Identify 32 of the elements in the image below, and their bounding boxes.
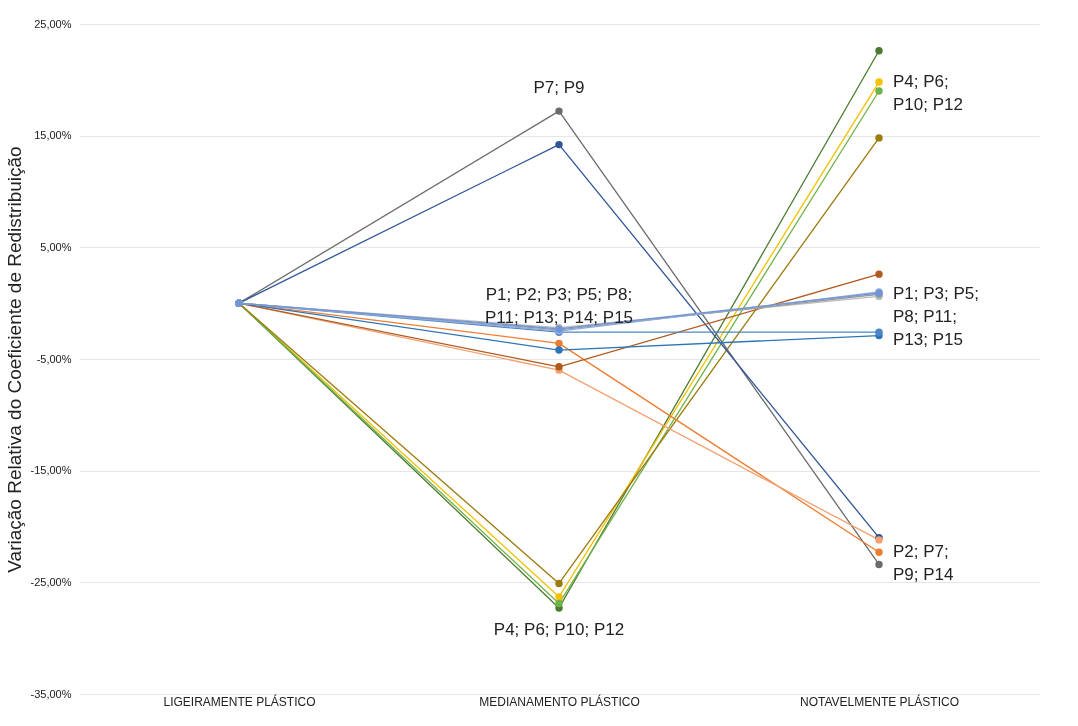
point — [875, 134, 883, 142]
annotation: P7; P9 — [533, 78, 585, 98]
point — [555, 346, 563, 354]
point — [555, 339, 563, 348]
point — [555, 599, 563, 608]
annotation: P4; P6; P10; P12 — [893, 72, 963, 115]
y-tick-label: 5,00% — [40, 240, 72, 253]
point — [875, 270, 883, 278]
y-axis-title: Variação Relativa do Coeficiente de Redistribuição — [3, 146, 25, 573]
annotation: P1; P2; P3; P5; P8; P11; P13; P14; P15 — [484, 284, 634, 327]
annotation: P4; P6; P10; P12 — [493, 620, 625, 640]
y-tick-label: -25,00% — [30, 575, 72, 588]
x-tick-label: MEDIANAMENTO PLÁSTICO — [479, 693, 640, 709]
y-tick-label: -35,00% — [30, 687, 72, 700]
point — [875, 78, 883, 86]
y-tick-label: 15,00% — [34, 129, 72, 142]
point — [555, 579, 563, 588]
annotation: P2; P7; P9; P14 — [893, 542, 954, 585]
point — [555, 593, 563, 601]
y-tick-label: 25,00% — [34, 17, 72, 30]
y-tick-label: -5,00% — [36, 352, 72, 365]
x-tick-label: NOTAVELMENTE PLÁSTICO — [800, 693, 959, 709]
annotation: P1; P3; P5; P8; P11; P13; P15 — [893, 284, 979, 350]
point — [875, 87, 883, 95]
point — [875, 328, 883, 336]
y-tick-label: -15,00% — [30, 464, 72, 477]
point — [875, 560, 883, 569]
point — [555, 140, 563, 149]
point — [875, 548, 883, 556]
point — [875, 47, 883, 55]
point — [555, 107, 563, 115]
x-tick-label: LIGEIRAMENTE PLÁSTICO — [163, 693, 316, 709]
